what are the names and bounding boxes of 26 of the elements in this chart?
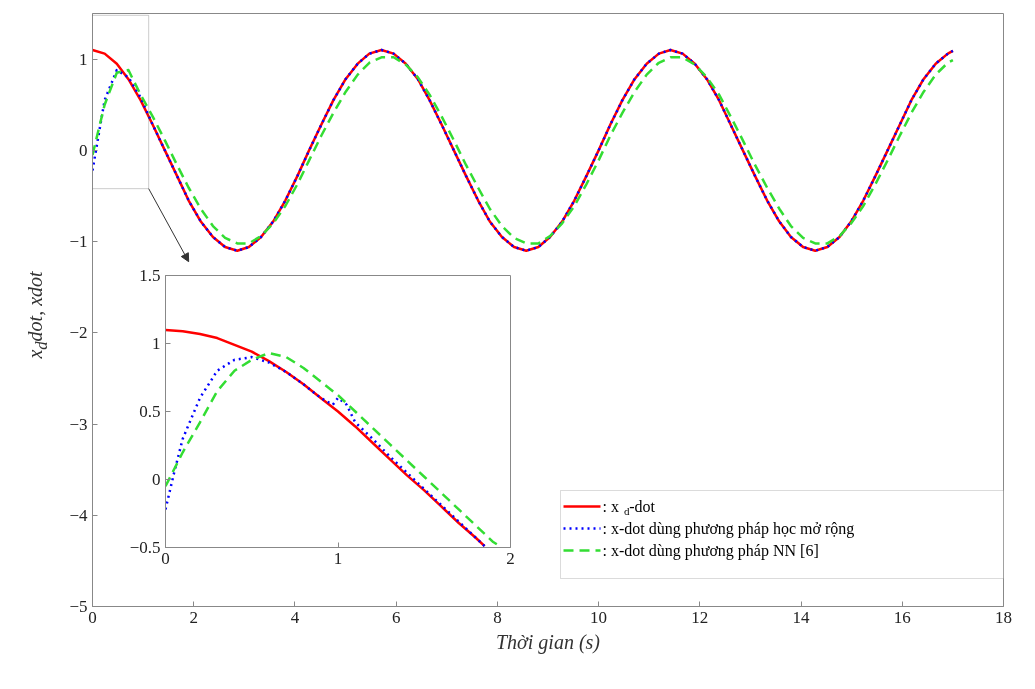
x-tick-label: 14 [792, 607, 811, 627]
y-tick-label: 1 [79, 49, 88, 69]
y-tick-label: 0.5 [139, 402, 161, 421]
y-tick-label: 1.5 [139, 266, 161, 285]
y-tick-label: 0 [79, 140, 88, 160]
y-tick-label: −5 [69, 597, 88, 616]
y-tick-label: −0.5 [129, 538, 161, 557]
x-tick-label: 2 [189, 607, 198, 627]
x-tick-label: 2 [506, 548, 515, 568]
y-tick-label: −1 [69, 232, 88, 252]
y-tick-label: −4 [69, 505, 88, 525]
legend-label: : x-dot dùng phương pháp học mở rộng [602, 520, 855, 538]
y-tick-label: −2 [69, 323, 88, 343]
x-tick-label: 16 [893, 607, 911, 627]
x-tick-label: 18 [995, 607, 1012, 627]
y-tick-label: 0 [152, 470, 161, 489]
x-tick-label: 8 [493, 607, 502, 627]
y-tick-label: −3 [69, 414, 88, 434]
x-tick-label: 10 [590, 607, 608, 627]
x-tick-label: 6 [391, 607, 401, 627]
x-tick-label: 12 [691, 607, 709, 627]
y-tick-label: 1 [152, 334, 161, 353]
x-axis-title: Thời gian (s) [495, 630, 601, 654]
x-tick-label: 4 [290, 607, 300, 627]
legend-label: : x-dot dùng phương pháp NN [6] [602, 542, 819, 560]
x-tick-label: 1 [333, 548, 343, 568]
